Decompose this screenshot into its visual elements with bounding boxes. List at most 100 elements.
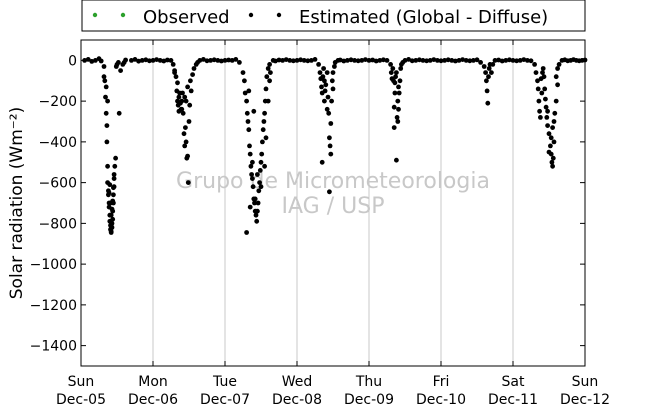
data-point bbox=[175, 80, 180, 86]
x-tick-label-date: Dec-05 bbox=[56, 392, 106, 408]
data-point bbox=[183, 139, 189, 145]
data-point bbox=[543, 104, 549, 110]
data-point bbox=[136, 58, 142, 64]
data-point bbox=[546, 131, 552, 137]
data-point bbox=[398, 66, 404, 71]
grid bbox=[152, 40, 514, 366]
data-point bbox=[546, 149, 552, 155]
data-point bbox=[373, 58, 379, 64]
data-point bbox=[352, 58, 357, 63]
data-point bbox=[394, 70, 399, 75]
data-point bbox=[111, 172, 117, 177]
data-point bbox=[431, 57, 437, 62]
data-point bbox=[253, 212, 259, 218]
data-point bbox=[324, 106, 330, 112]
data-point bbox=[103, 94, 108, 100]
data-point bbox=[393, 74, 398, 80]
data-point bbox=[521, 57, 527, 62]
data-point bbox=[424, 58, 429, 64]
data-point bbox=[536, 98, 542, 104]
data-point bbox=[267, 78, 272, 84]
data-point bbox=[105, 163, 110, 169]
data-point bbox=[330, 70, 336, 75]
data-point bbox=[391, 104, 397, 110]
data-point bbox=[317, 70, 323, 75]
data-point bbox=[514, 58, 519, 64]
data-point bbox=[474, 57, 480, 63]
data-point bbox=[180, 90, 185, 96]
data-point bbox=[237, 60, 242, 65]
data-point bbox=[183, 98, 189, 104]
data-point bbox=[132, 57, 138, 62]
data-point bbox=[460, 57, 465, 62]
legend: Observed Estimated (Global - Diffuse) bbox=[81, 0, 586, 32]
x-tick-label-date: Dec-12 bbox=[560, 392, 610, 408]
data-point bbox=[555, 82, 560, 88]
x-tick-label-day: Fri bbox=[433, 374, 450, 390]
data-point bbox=[246, 127, 252, 133]
data-point bbox=[550, 155, 556, 161]
data-point bbox=[85, 57, 91, 62]
data-point bbox=[348, 57, 354, 63]
data-point bbox=[183, 125, 188, 130]
data-point bbox=[112, 163, 118, 169]
legend-marker-observed bbox=[120, 12, 126, 18]
data-point bbox=[244, 230, 250, 235]
data-point bbox=[187, 102, 193, 108]
data-point bbox=[402, 58, 408, 63]
data-point bbox=[242, 90, 248, 96]
data-point bbox=[309, 58, 314, 63]
data-point bbox=[256, 188, 262, 194]
data-point bbox=[89, 59, 95, 64]
data-point bbox=[321, 66, 326, 71]
watermark-line-1: Grupo de Micrometeorologia bbox=[176, 169, 490, 194]
x-tick-label-day: Sun bbox=[572, 374, 599, 390]
data-point bbox=[329, 98, 334, 104]
y-tick-label: −600 bbox=[39, 176, 77, 192]
data-point bbox=[355, 58, 361, 64]
data-point bbox=[550, 163, 555, 169]
x-tick-label-day: Thu bbox=[355, 374, 382, 390]
data-point bbox=[165, 57, 170, 63]
data-point bbox=[197, 58, 203, 63]
y-axis: 0 −200 −400 −600 −800 −1000 −1200 −1400 bbox=[30, 53, 585, 355]
legend-label-estimated: Estimated (Global - Diffuse) bbox=[299, 7, 548, 28]
data-point bbox=[170, 62, 176, 67]
data-point bbox=[250, 176, 255, 182]
data-point bbox=[191, 66, 197, 71]
data-point bbox=[551, 119, 557, 124]
data-point bbox=[322, 88, 328, 94]
data-point bbox=[486, 66, 492, 71]
data-point bbox=[254, 218, 260, 224]
data-point bbox=[322, 98, 327, 104]
data-point bbox=[325, 94, 331, 100]
data-point bbox=[104, 123, 110, 128]
data-point bbox=[108, 229, 114, 234]
x-tick-label-day: Tue bbox=[212, 374, 237, 390]
data-point bbox=[330, 86, 336, 92]
data-point bbox=[118, 68, 123, 73]
data-point bbox=[226, 57, 232, 63]
x-tick-label-date: Dec-07 bbox=[200, 392, 250, 408]
data-point bbox=[550, 125, 555, 130]
watermark-line-2: IAG / USP bbox=[282, 194, 385, 219]
data-point bbox=[147, 58, 152, 64]
data-point bbox=[381, 57, 386, 63]
data-point bbox=[388, 62, 393, 67]
data-point bbox=[101, 64, 107, 69]
data-point bbox=[319, 84, 324, 90]
data-point bbox=[545, 123, 550, 128]
data-point bbox=[395, 98, 401, 104]
data-point bbox=[324, 70, 330, 75]
data-point bbox=[363, 57, 368, 62]
data-point bbox=[484, 78, 489, 84]
data-point bbox=[390, 66, 396, 71]
data-point bbox=[496, 57, 501, 63]
data-point bbox=[219, 58, 224, 64]
data-point bbox=[528, 58, 534, 64]
data-point bbox=[268, 70, 273, 75]
data-point bbox=[190, 72, 196, 77]
data-point bbox=[291, 58, 296, 64]
data-point bbox=[245, 119, 251, 124]
